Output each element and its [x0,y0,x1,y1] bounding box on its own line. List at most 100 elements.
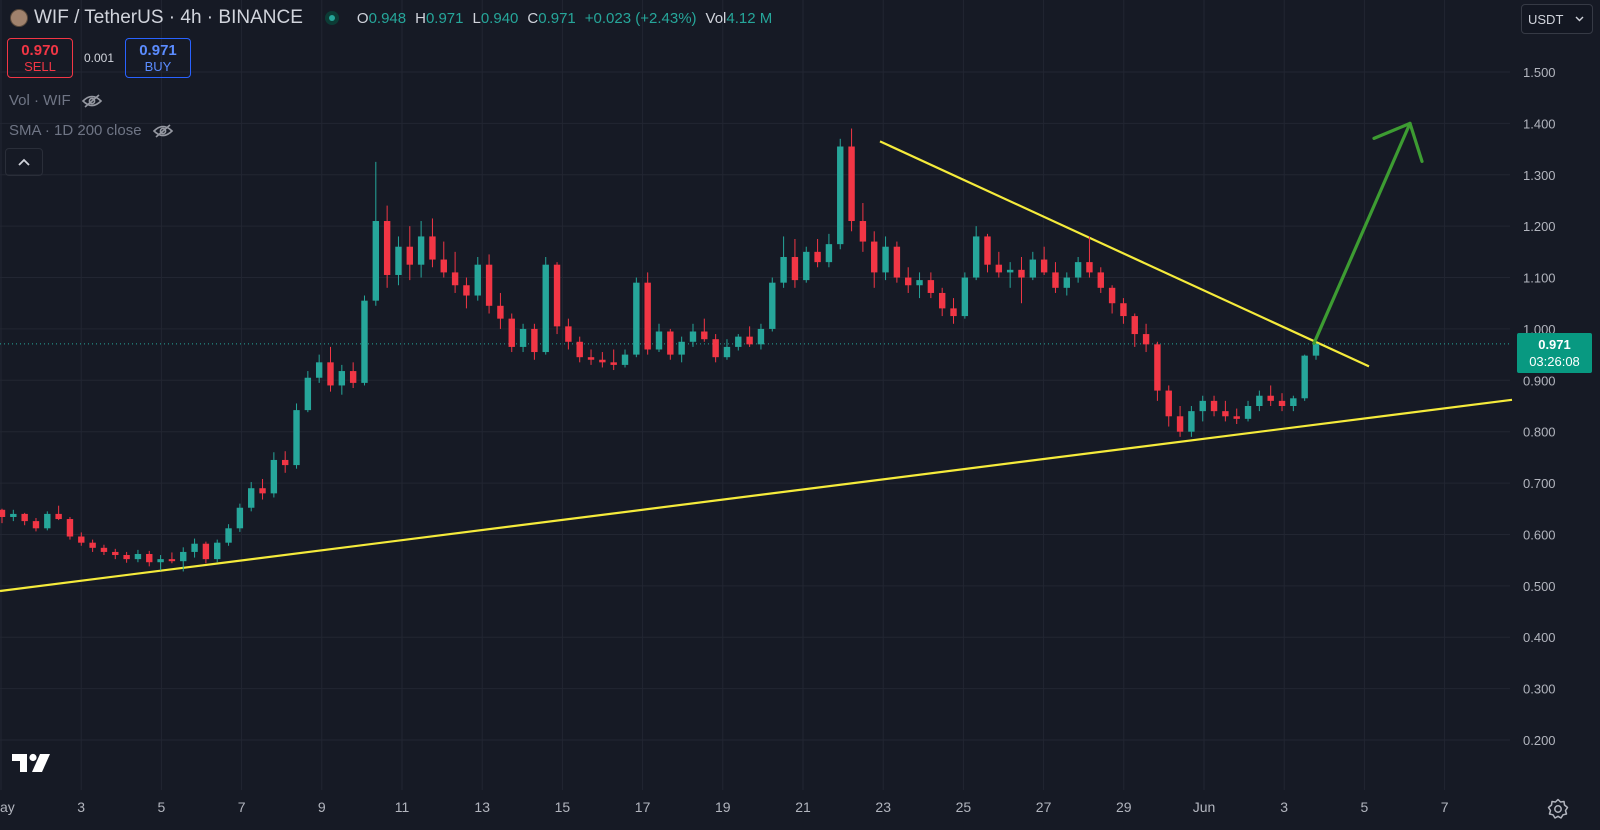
candle-body [1267,395,1274,401]
candle-body [621,354,629,365]
candle [837,138,844,250]
candle [1222,400,1229,422]
candle-body [202,543,210,560]
collapse-legend-button[interactable] [5,148,43,176]
candle-body [508,318,515,347]
candle [1165,385,1172,427]
buy-button[interactable]: 0.971 BUY [125,38,191,78]
price-tick-label: 1.400 [1523,116,1556,131]
candle [89,539,96,552]
candle [293,403,300,469]
candle-body [214,542,221,560]
candle-body [451,272,459,286]
candle [735,334,742,351]
candle [78,532,85,546]
candle [644,272,651,355]
buy-price: 0.971 [139,42,177,59]
volume-indicator-legend[interactable]: Vol · WIF [9,92,103,109]
candle-body [905,277,912,286]
price-tick-label: 0.500 [1523,579,1556,594]
volume-value: 4.12 M [726,9,773,27]
candle-body [587,357,595,360]
candle-body [304,377,312,411]
sma-indicator-legend[interactable]: SMA · 1D 200 close [9,122,174,139]
candle [1097,267,1104,293]
candle-body [1063,277,1070,288]
candle [383,205,391,288]
candle [44,511,51,531]
candle [1256,390,1263,412]
candle [723,339,731,360]
volume-label: Vol [705,9,727,27]
candle-body [66,519,74,537]
candle [1188,406,1195,437]
candle-body [837,146,844,245]
candle [55,505,62,521]
candle [972,226,980,281]
candle-body [972,236,980,278]
candle-body [1278,400,1286,407]
candle [508,313,515,353]
candle-body [576,341,583,358]
candle [112,548,119,560]
candle-body [610,362,617,365]
candle [542,256,549,355]
candle [281,451,289,473]
low-label: L [472,9,481,27]
candle [417,221,425,278]
candle [701,318,708,342]
candle [519,323,527,353]
open-label: O [356,9,369,27]
candle [1210,395,1218,417]
candle [916,272,923,299]
candle [1199,395,1206,422]
candle-body [1018,269,1025,278]
candle-body [1108,287,1116,304]
tradingview-logo-icon[interactable] [12,752,52,774]
hidden-eye-icon[interactable] [81,93,103,109]
candle [338,364,346,395]
candle [100,544,108,556]
candle-body [191,543,198,552]
sell-button[interactable]: 0.970 SELL [7,38,73,78]
symbol-logo-icon [10,9,28,27]
price-tick-label: 1.500 [1523,65,1556,80]
settings-gear-icon[interactable] [1547,798,1569,820]
open-value: 0.948 [368,9,407,27]
candle [327,346,334,392]
candle [893,241,901,283]
hidden-eye-icon[interactable] [152,123,174,139]
candle-body [950,308,957,317]
candle-body [995,264,1003,273]
candle [497,292,504,329]
time-tick-label: 7 [1441,799,1449,815]
time-tick-label: 21 [795,799,811,815]
candle-body [55,513,62,520]
trendline-layer [0,140,1513,593]
candle-body [417,236,425,265]
price-tick-label: 0.800 [1523,425,1556,440]
candle-body [146,553,153,563]
time-tick-label: 27 [1036,799,1052,815]
candle [803,246,810,283]
low-value: 0.940 [480,9,519,27]
candle [1278,393,1286,412]
candle-body [848,146,855,222]
symbol-title[interactable]: WIF / TetherUS · 4h · BINANCE [34,7,303,28]
candle [1108,285,1116,314]
candle-body [644,282,651,350]
currency-select[interactable]: USDT [1521,4,1593,34]
candle-body [225,528,232,543]
candle-body [180,551,187,562]
candle [882,236,889,281]
candle-body [531,328,538,353]
candle-body [723,346,731,358]
time-tick-label: 23 [875,799,891,815]
candle-body [1222,411,1229,417]
candle [565,318,572,350]
candle [859,203,867,252]
candle [485,254,493,314]
time-axis: ay 3 5 7 9 11 13 15 17 19 21 23 25 27 29 Jun 3 5 7 [0,799,1449,815]
candle [32,518,40,532]
